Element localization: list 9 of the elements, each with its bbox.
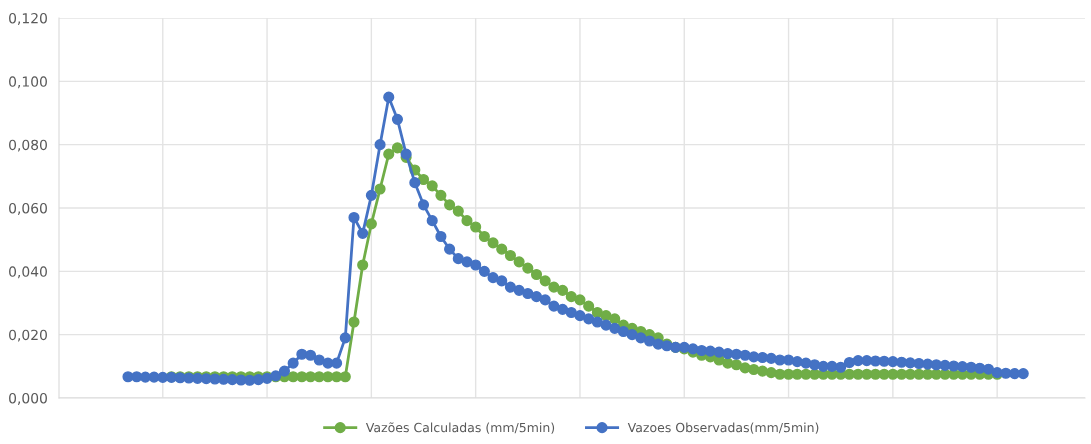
legend-label: Vazões Calculadas (mm/5min) [365, 422, 555, 434]
y-tick-label: 0,060 [9, 202, 47, 215]
y-tick-label: 0,100 [9, 76, 47, 89]
y-tick-label: 0,000 [9, 392, 47, 405]
y-tick-label: 0,080 [9, 139, 47, 152]
y-tick-label: 0,120 [9, 12, 47, 25]
legend-label: Vazoes Observadas(mm/5min) [627, 422, 819, 434]
y-tick-label: 0,020 [9, 329, 47, 342]
y-tick-label: 0,040 [9, 266, 47, 279]
